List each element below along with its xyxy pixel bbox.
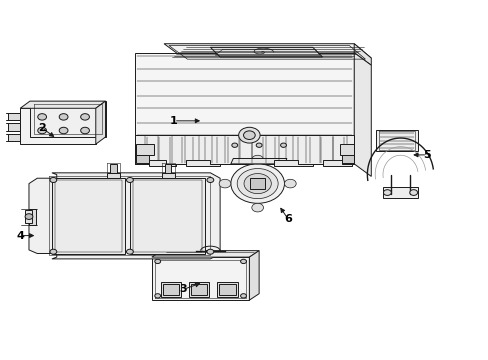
Circle shape	[244, 174, 271, 194]
Circle shape	[238, 127, 260, 143]
Polygon shape	[30, 101, 105, 137]
Polygon shape	[135, 53, 353, 164]
Circle shape	[383, 190, 390, 195]
Text: 4: 4	[16, 231, 24, 240]
Circle shape	[155, 294, 160, 298]
Polygon shape	[163, 44, 370, 58]
Circle shape	[284, 179, 296, 188]
Circle shape	[126, 177, 133, 183]
Polygon shape	[160, 282, 181, 297]
Polygon shape	[107, 173, 120, 178]
Circle shape	[280, 143, 286, 147]
Polygon shape	[353, 53, 370, 176]
Circle shape	[59, 114, 68, 120]
Circle shape	[81, 114, 89, 120]
Polygon shape	[152, 257, 249, 300]
Circle shape	[50, 249, 57, 254]
Circle shape	[231, 143, 237, 147]
Polygon shape	[161, 173, 174, 178]
Circle shape	[240, 259, 246, 264]
Circle shape	[38, 127, 46, 134]
Circle shape	[230, 164, 284, 203]
Polygon shape	[135, 135, 353, 164]
Circle shape	[206, 177, 213, 183]
Circle shape	[206, 249, 213, 254]
Polygon shape	[322, 160, 351, 166]
Polygon shape	[20, 108, 96, 144]
Polygon shape	[230, 158, 286, 164]
Polygon shape	[25, 210, 32, 224]
Polygon shape	[190, 284, 207, 295]
Circle shape	[243, 131, 255, 139]
Circle shape	[38, 114, 46, 120]
Circle shape	[126, 249, 133, 254]
Circle shape	[409, 190, 417, 195]
Circle shape	[219, 179, 230, 188]
Polygon shape	[110, 164, 117, 173]
Polygon shape	[375, 130, 417, 151]
Text: 1: 1	[169, 116, 177, 126]
Polygon shape	[149, 160, 176, 166]
Polygon shape	[20, 101, 105, 108]
Polygon shape	[273, 160, 312, 166]
Circle shape	[81, 127, 89, 134]
Polygon shape	[341, 155, 353, 163]
Polygon shape	[52, 178, 125, 253]
Text: 3: 3	[180, 284, 187, 294]
Polygon shape	[29, 209, 36, 225]
Polygon shape	[8, 134, 20, 141]
Text: 6: 6	[284, 215, 292, 224]
Circle shape	[237, 168, 278, 199]
Circle shape	[240, 294, 246, 298]
Polygon shape	[162, 284, 179, 295]
Polygon shape	[130, 178, 205, 253]
Polygon shape	[185, 160, 220, 166]
Circle shape	[25, 214, 33, 220]
Polygon shape	[8, 113, 20, 120]
Circle shape	[251, 203, 263, 212]
Polygon shape	[152, 251, 259, 257]
Polygon shape	[249, 251, 259, 300]
Polygon shape	[96, 101, 105, 144]
Polygon shape	[29, 173, 220, 259]
Text: 5: 5	[423, 150, 430, 160]
Circle shape	[155, 259, 160, 264]
Polygon shape	[383, 187, 417, 198]
Polygon shape	[188, 282, 209, 297]
Polygon shape	[210, 47, 322, 57]
Polygon shape	[249, 178, 265, 189]
Circle shape	[256, 143, 262, 147]
Polygon shape	[339, 144, 353, 155]
Polygon shape	[217, 282, 237, 297]
Polygon shape	[8, 123, 20, 131]
Circle shape	[50, 177, 57, 183]
Polygon shape	[353, 44, 370, 65]
Text: 2: 2	[38, 123, 46, 133]
Circle shape	[59, 127, 68, 134]
Polygon shape	[219, 284, 235, 295]
Polygon shape	[164, 164, 171, 173]
Circle shape	[251, 155, 263, 164]
Polygon shape	[136, 155, 149, 163]
Polygon shape	[136, 144, 154, 155]
